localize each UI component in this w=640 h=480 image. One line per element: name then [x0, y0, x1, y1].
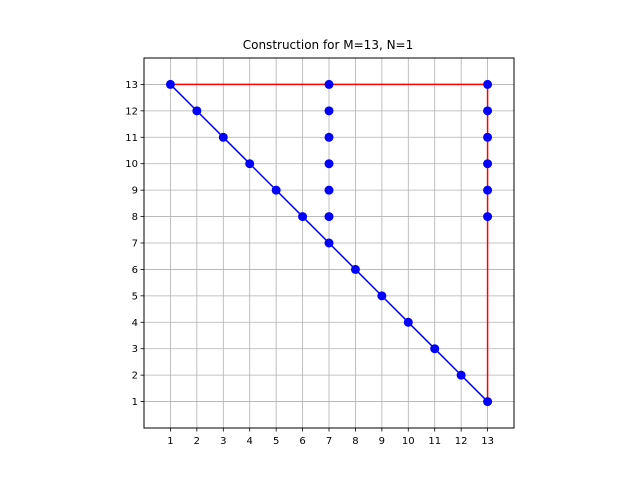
data-point: [298, 212, 308, 222]
data-point: [165, 79, 175, 89]
data-point: [483, 212, 493, 222]
x-tick-label: 4: [247, 436, 253, 447]
chart-title: Construction for M=13, N=1: [243, 38, 414, 52]
plot-frame: [143, 57, 515, 429]
data-point: [324, 159, 334, 169]
data-point: [324, 79, 334, 89]
scatter-points: [165, 79, 493, 407]
y-tick-label: 7: [132, 239, 138, 250]
y-tick-label: 10: [125, 159, 138, 170]
data-point: [324, 238, 334, 248]
data-point: [245, 159, 255, 169]
x-tick-label: 5: [273, 436, 279, 447]
y-tick-label: 12: [125, 106, 138, 117]
x-tick-label: 12: [455, 436, 468, 447]
y-tick-label: 2: [132, 371, 138, 382]
y-tick-label: 8: [132, 212, 138, 223]
y-tick-label: 13: [125, 80, 138, 91]
data-point: [456, 370, 466, 380]
data-point: [324, 132, 334, 142]
data-point: [324, 106, 334, 116]
data-point: [483, 397, 493, 407]
y-tick-label: 4: [132, 318, 138, 329]
data-point: [430, 344, 440, 354]
data-point: [324, 212, 334, 222]
data-point: [483, 106, 493, 116]
data-point: [483, 185, 493, 195]
x-tick-label: 1: [167, 436, 173, 447]
x-tick-label: 8: [352, 436, 358, 447]
x-tick-label: 6: [299, 436, 305, 447]
data-point: [324, 185, 334, 195]
x-tick-label: 7: [326, 436, 332, 447]
x-tick-label: 10: [402, 436, 415, 447]
y-tick-label: 6: [132, 265, 138, 276]
data-point: [403, 317, 413, 327]
x-tick-label: 2: [194, 436, 200, 447]
data-point: [483, 132, 493, 142]
data-point: [350, 264, 360, 274]
x-tick-label: 13: [481, 436, 494, 447]
data-point: [377, 291, 387, 301]
data-point: [271, 185, 281, 195]
data-point: [218, 132, 228, 142]
y-tick-label: 5: [132, 291, 138, 302]
y-tick-label: 1: [132, 397, 138, 408]
x-tick-label: 9: [379, 436, 385, 447]
x-tick-label: 3: [220, 436, 226, 447]
data-point: [483, 79, 493, 89]
y-tick-label: 11: [125, 133, 138, 144]
data-point: [483, 159, 493, 169]
x-tick-label: 11: [428, 436, 441, 447]
y-tick-label: 3: [132, 344, 138, 355]
y-tick-label: 9: [132, 186, 138, 197]
data-point: [192, 106, 202, 116]
